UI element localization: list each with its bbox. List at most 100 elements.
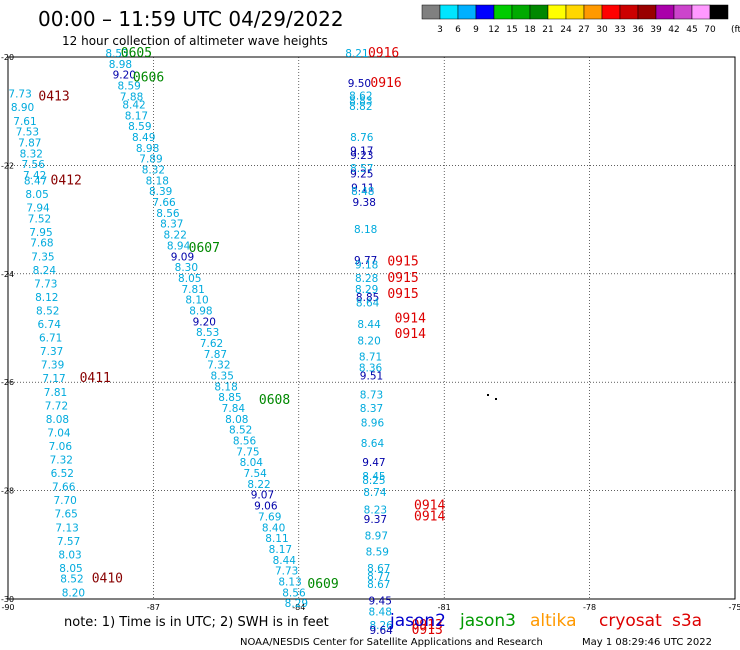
colorbar-swatch [691, 4, 711, 20]
wave-height-value: 9.06 [254, 501, 278, 513]
wave-height-value: 8.18 [214, 381, 237, 393]
wave-height-value: 7.70 [53, 495, 76, 507]
colorbar-label: 3 [437, 25, 443, 35]
wave-height-value: 7.69 [258, 511, 281, 523]
wave-height-value: 7.35 [31, 251, 54, 263]
wave-height-value: 7.81 [181, 284, 204, 296]
wave-height-value: 8.17 [269, 544, 292, 556]
wave-height-value: 8.45 [362, 471, 385, 483]
wave-height-value: 9.20 [193, 316, 216, 328]
wave-height-value: 8.77 [367, 571, 390, 583]
wave-height-value: 7.72 [45, 400, 68, 412]
y-tick-label: -28 [1, 487, 14, 496]
x-tick-label: -78 [583, 603, 596, 612]
y-tick-label: -24 [1, 270, 14, 279]
wave-height-value: 7.56 [22, 159, 46, 171]
wave-height-value: 8.52 [60, 574, 83, 586]
x-tick-label: -87 [147, 603, 160, 612]
wave-height-value: 8.56 [156, 208, 180, 220]
wave-height-value: 9.50 [348, 78, 371, 90]
wave-height-value: 7.37 [40, 346, 63, 358]
wave-height-value: 8.59 [366, 547, 389, 559]
wave-height-value: 8.05 [25, 189, 48, 201]
wave-height-value: 9.38 [353, 197, 376, 209]
satellite-legend: jason2 jason3 altika cryosat s3a [389, 611, 702, 631]
wave-height-value: 8.32 [20, 148, 43, 160]
wave-height-value: 7.13 [55, 522, 78, 534]
wave-height-value: 9.64 [369, 625, 393, 637]
wave-height-value: 8.18 [354, 224, 377, 236]
wave-height-value: 8.56 [282, 587, 306, 599]
wave-height-value: 9.11 [351, 182, 374, 194]
track-time-label: 0915 [387, 255, 418, 270]
wave-height-value: 8.37 [160, 219, 183, 231]
wave-height-value: 8.47 [24, 175, 47, 187]
wave-height-value: 7.73 [8, 89, 31, 101]
wave-height-value: 8.17 [125, 110, 148, 122]
wave-height-value: 7.32 [50, 455, 73, 467]
wave-height-value: 7.06 [49, 441, 73, 453]
wave-height-value: 8.57 [350, 163, 373, 175]
wave-height-value: 8.49 [132, 132, 155, 144]
wave-height-value: 7.53 [16, 127, 39, 139]
colorbar-label: 9 [473, 25, 479, 35]
x-tick-label: -81 [438, 603, 451, 612]
wave-height-value: 8.04 [240, 457, 264, 469]
wave-height-value: 8.30 [175, 262, 198, 274]
wave-height-value: 7.32 [207, 360, 230, 372]
wave-height-value: 7.84 [222, 403, 246, 415]
wave-height-value: 8.98 [189, 305, 212, 317]
wave-height-value: 8.73 [360, 389, 383, 401]
wave-height-value: 8.85 [356, 292, 379, 304]
wave-height-value: 9.25 [350, 168, 373, 180]
wave-height-value: 8.40 [262, 522, 285, 534]
satellite-legend-s3a: s3a [672, 611, 702, 631]
wave-height-value: 8.05 [59, 563, 82, 575]
satellite-legend-jason3: jason3 [459, 611, 516, 631]
wave-height-value: 8.48 [351, 186, 374, 198]
colorbar-swatch [637, 4, 657, 20]
wave-height-value: 9.37 [364, 514, 387, 526]
wave-height-value: 8.10 [185, 295, 208, 307]
wave-height-value: 8.29 [355, 284, 378, 296]
wave-height-value: 8.11 [265, 533, 288, 545]
wave-height-value: 8.22 [164, 230, 187, 242]
wave-height-value: 8.12 [35, 292, 58, 304]
y-tick-label: -22 [1, 161, 14, 170]
wave-height-value: 8.85 [218, 392, 241, 404]
wave-height-value: 7.87 [18, 137, 41, 149]
wave-height-value: 6.74 [38, 319, 62, 331]
track-time-label: 0606 [133, 70, 164, 85]
wave-height-value: 8.37 [360, 403, 383, 415]
satellite-legend-jason2: jason2 [389, 611, 446, 631]
wave-height-value: 8.18 [146, 175, 169, 187]
wave-height-value: 9.77 [354, 255, 377, 267]
wave-height-value: 8.42 [122, 99, 145, 111]
y-tick-label: -20 [1, 53, 14, 62]
colorbar-swatch [565, 4, 585, 20]
wave-height-value: 8.29 [285, 598, 308, 610]
wave-height-value: 7.65 [54, 509, 77, 521]
wave-height-value: 6.71 [39, 333, 62, 345]
colorbar-label: 27 [578, 25, 589, 35]
wave-height-value: 7.17 [42, 373, 65, 385]
colorbar-label: 21 [542, 25, 553, 35]
wave-height-value: 9.17 [350, 146, 373, 158]
colorbar-label: 33 [614, 25, 625, 35]
track-time-label: 0914 [395, 312, 426, 327]
wave-height-value: 8.90 [11, 102, 34, 114]
track-time-label: 0916 [370, 76, 401, 91]
track-time-label: 0913 [412, 618, 443, 633]
colorbar-label: 6 [455, 25, 461, 35]
track-time-label: 0914 [395, 327, 426, 342]
track-time-label: 0915 [387, 287, 418, 302]
colorbar-swatch [475, 4, 495, 20]
colorbar-label: 30 [596, 25, 608, 35]
wave-height-value: 7.04 [47, 427, 71, 439]
track-time-label: 0914 [414, 499, 445, 514]
wave-height-value: 8.20 [62, 587, 85, 599]
wave-height-value: 8.22 [247, 479, 270, 491]
track-time-label: 0913 [412, 623, 443, 638]
wave-height-value: 7.73 [275, 566, 298, 578]
